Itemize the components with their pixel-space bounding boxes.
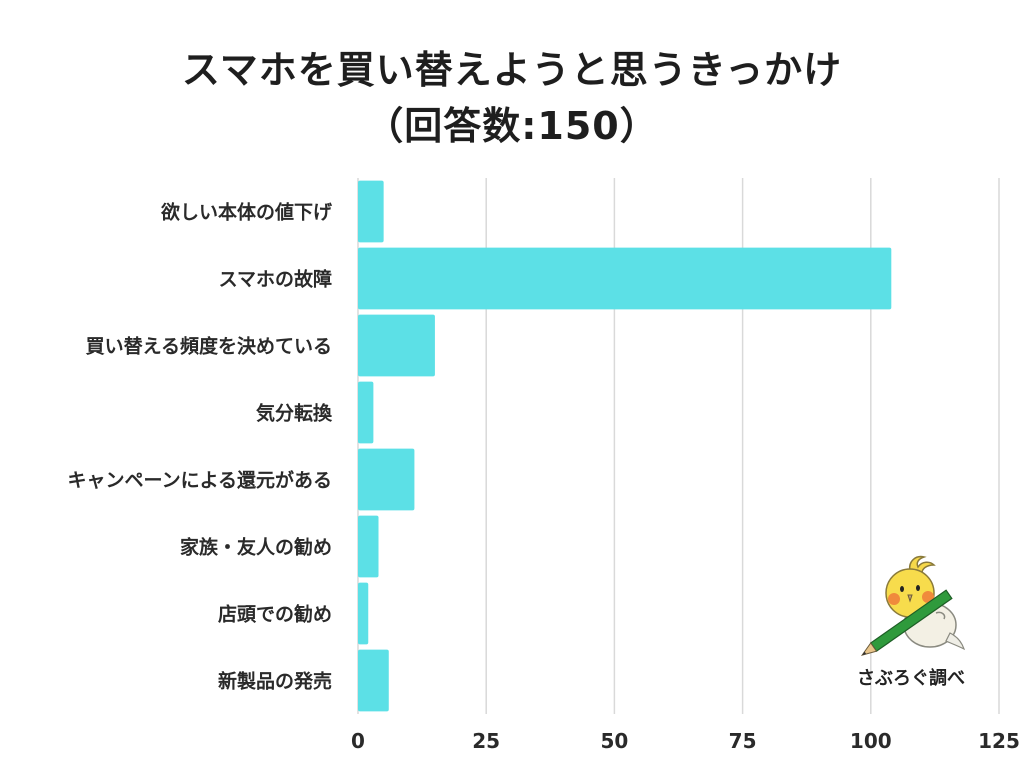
bar — [358, 649, 389, 712]
bar — [358, 180, 384, 243]
category-label: キャンペーンによる還元がある — [68, 469, 332, 492]
bar — [358, 381, 374, 444]
x-axis-ticks: 0 25 50 75 100 125 — [351, 729, 1020, 753]
source-credit: さぶろぐ調べ — [857, 668, 965, 689]
chart-title: スマホを買い替えようと思うきっかけ （回答数:150） — [0, 42, 1024, 154]
category-label: 店頭での勧め — [218, 603, 332, 626]
x-tick-label: 100 — [850, 729, 892, 753]
category-label: 買い替える頻度を決めている — [86, 335, 332, 358]
x-tick-label: 125 — [978, 729, 1020, 753]
bird-with-pencil-icon — [860, 555, 966, 656]
chart-title-line2: （回答数:150） — [365, 104, 659, 148]
bar — [358, 247, 892, 310]
x-tick-label: 50 — [600, 729, 628, 753]
category-label: 気分転換 — [256, 402, 333, 425]
category-label: 欲しい本体の値下げ — [160, 201, 333, 224]
x-tick-label: 0 — [351, 729, 365, 753]
category-label: 家族・友人の勧め — [180, 536, 332, 559]
x-tick-label: 25 — [472, 729, 500, 753]
chart-title-line1: スマホを買い替えようと思うきっかけ — [181, 48, 843, 92]
bar — [358, 448, 415, 511]
bars — [358, 180, 892, 712]
bar — [358, 515, 379, 578]
category-labels: 欲しい本体の値下げスマホの故障買い替える頻度を決めている気分転換キャンペーンによ… — [68, 201, 333, 693]
x-tick-label: 75 — [729, 729, 757, 753]
category-label: スマホの故障 — [219, 268, 332, 291]
bar — [358, 582, 369, 645]
category-label: 新製品の発売 — [218, 670, 332, 693]
bar — [358, 314, 435, 377]
